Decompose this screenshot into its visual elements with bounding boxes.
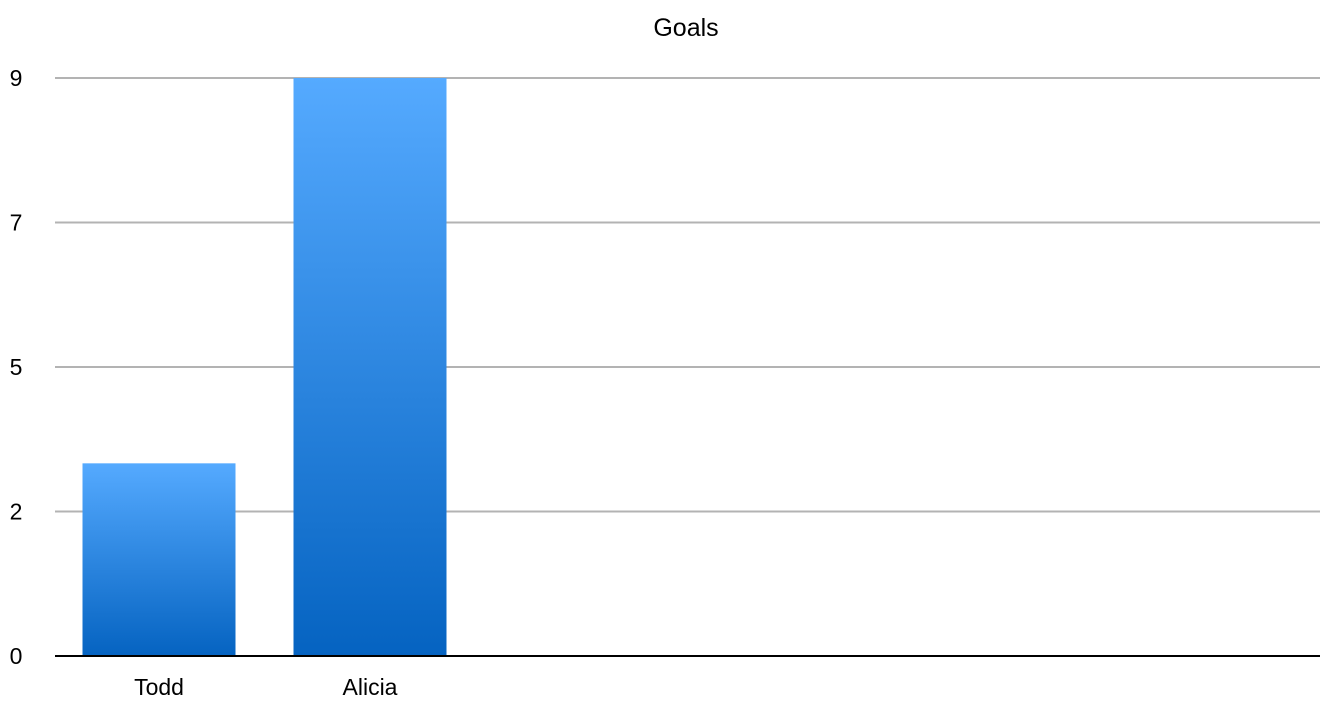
bars bbox=[82, 78, 447, 656]
gridlines bbox=[55, 77, 1320, 513]
chart-title: Goals bbox=[653, 14, 718, 42]
y-axis-ticks: 0 2 5 7 9 bbox=[10, 65, 23, 669]
x-axis-categories: Todd Alicia bbox=[134, 674, 398, 700]
y-tick-label: 0 bbox=[10, 643, 23, 669]
y-tick-label: 5 bbox=[10, 354, 23, 380]
bar-alicia bbox=[293, 78, 447, 656]
x-category-label: Alicia bbox=[343, 674, 398, 700]
y-tick-label: 2 bbox=[10, 499, 23, 525]
y-tick-label: 7 bbox=[10, 210, 23, 236]
y-tick-label: 9 bbox=[10, 65, 23, 91]
x-category-label: Todd bbox=[134, 674, 184, 700]
bar-todd bbox=[82, 463, 236, 656]
